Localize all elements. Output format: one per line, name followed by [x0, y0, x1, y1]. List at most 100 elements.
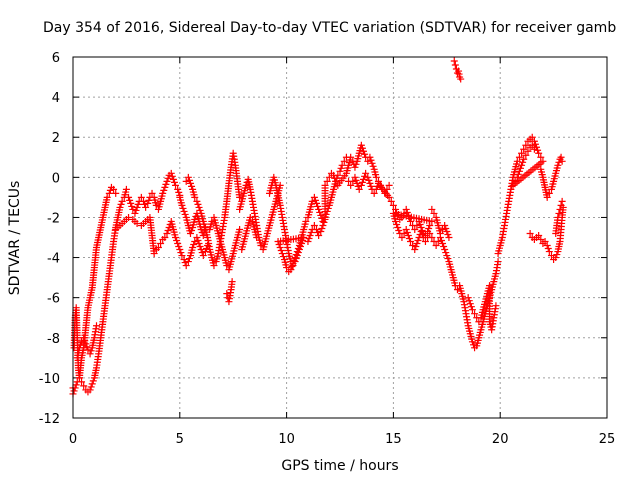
data-point: [86, 350, 94, 358]
data-point: [127, 199, 135, 207]
data-point: [530, 137, 538, 145]
data-point: [291, 254, 299, 262]
data-point: [103, 193, 111, 201]
data-point: [441, 221, 449, 229]
data-point: [175, 188, 183, 196]
data-point: [72, 381, 80, 389]
data-point: [316, 208, 324, 216]
data-point: [106, 186, 114, 194]
data-point: [154, 244, 162, 252]
x-tick-label: 15: [385, 432, 402, 447]
data-point: [80, 334, 88, 342]
data-point: [150, 250, 158, 258]
data-point: [194, 237, 202, 245]
y-tick-label: -2: [47, 211, 60, 226]
data-point: [450, 57, 458, 65]
data-point: [351, 163, 359, 171]
data-point: [355, 185, 363, 193]
data-point: [242, 181, 250, 189]
data-point: [528, 133, 536, 141]
data-point: [83, 343, 91, 351]
data-point: [555, 158, 563, 166]
data-point: [442, 224, 450, 232]
data-point: [148, 189, 156, 197]
data-point: [520, 145, 528, 153]
data-point: [392, 217, 400, 225]
data-point: [432, 242, 440, 250]
data-point: [161, 234, 169, 241]
data-point: [185, 255, 193, 263]
data-point: [288, 263, 296, 271]
data-point: [287, 266, 295, 274]
data-point: [159, 189, 167, 197]
data-point: [430, 209, 438, 217]
data-point: [513, 157, 521, 165]
data-point: [87, 383, 95, 391]
data-point: [389, 201, 397, 209]
data-point: [524, 147, 532, 155]
data-point: [315, 231, 323, 239]
data-point: [274, 238, 282, 246]
data-point: [134, 200, 142, 208]
data-point: [80, 382, 88, 390]
data-point: [160, 186, 168, 194]
data-point: [163, 177, 171, 185]
data-point: [253, 234, 261, 241]
data-point: [181, 259, 189, 267]
data-point: [369, 162, 377, 170]
data-point: [468, 306, 476, 314]
data-point: [366, 179, 374, 187]
data-point: [515, 153, 523, 161]
data-point: [177, 249, 185, 257]
data-point: [436, 229, 444, 237]
y-tick-label: 4: [52, 91, 60, 106]
data-point: [403, 228, 411, 236]
data-point: [441, 246, 449, 254]
data-point: [336, 167, 344, 175]
data-point: [319, 221, 327, 229]
data-point: [278, 250, 286, 258]
data-point: [294, 245, 302, 253]
data-point: [188, 182, 196, 190]
data-point: [557, 153, 565, 161]
y-tick-label: -12: [39, 412, 60, 427]
data-point: [116, 203, 124, 211]
data-point: [393, 220, 401, 228]
data-point: [317, 227, 325, 235]
data-point: [178, 201, 186, 209]
data-point: [509, 181, 517, 189]
data-point: [330, 171, 338, 179]
data-point: [186, 179, 194, 187]
data-point: [352, 160, 360, 168]
data-point: [411, 225, 419, 233]
grid: [73, 57, 607, 418]
data-point: [394, 223, 402, 231]
data-point: [290, 257, 298, 265]
data-point: [353, 179, 361, 187]
data-point: [425, 224, 433, 232]
data-point: [528, 141, 536, 149]
data-point: [409, 242, 417, 250]
data-point: [400, 229, 408, 237]
data-point: [451, 61, 459, 69]
data-point: [318, 214, 326, 222]
data-point: [193, 234, 201, 241]
data-point: [118, 197, 126, 205]
data-point: [168, 172, 176, 180]
data-point: [402, 205, 410, 213]
data-point: [518, 161, 526, 169]
data-point: [191, 193, 199, 201]
data-point: [439, 240, 447, 248]
data-point: [439, 225, 447, 233]
data-point: [443, 227, 451, 235]
data-point: [418, 230, 426, 238]
data-point: [367, 182, 375, 190]
x-tick-label: 0: [69, 432, 77, 447]
data-point: [133, 219, 141, 227]
data-point: [518, 149, 526, 157]
data-point: [144, 199, 152, 207]
data-point: [75, 344, 83, 352]
data-point: [195, 203, 203, 211]
data-point: [440, 243, 448, 251]
data-point: [352, 176, 360, 184]
